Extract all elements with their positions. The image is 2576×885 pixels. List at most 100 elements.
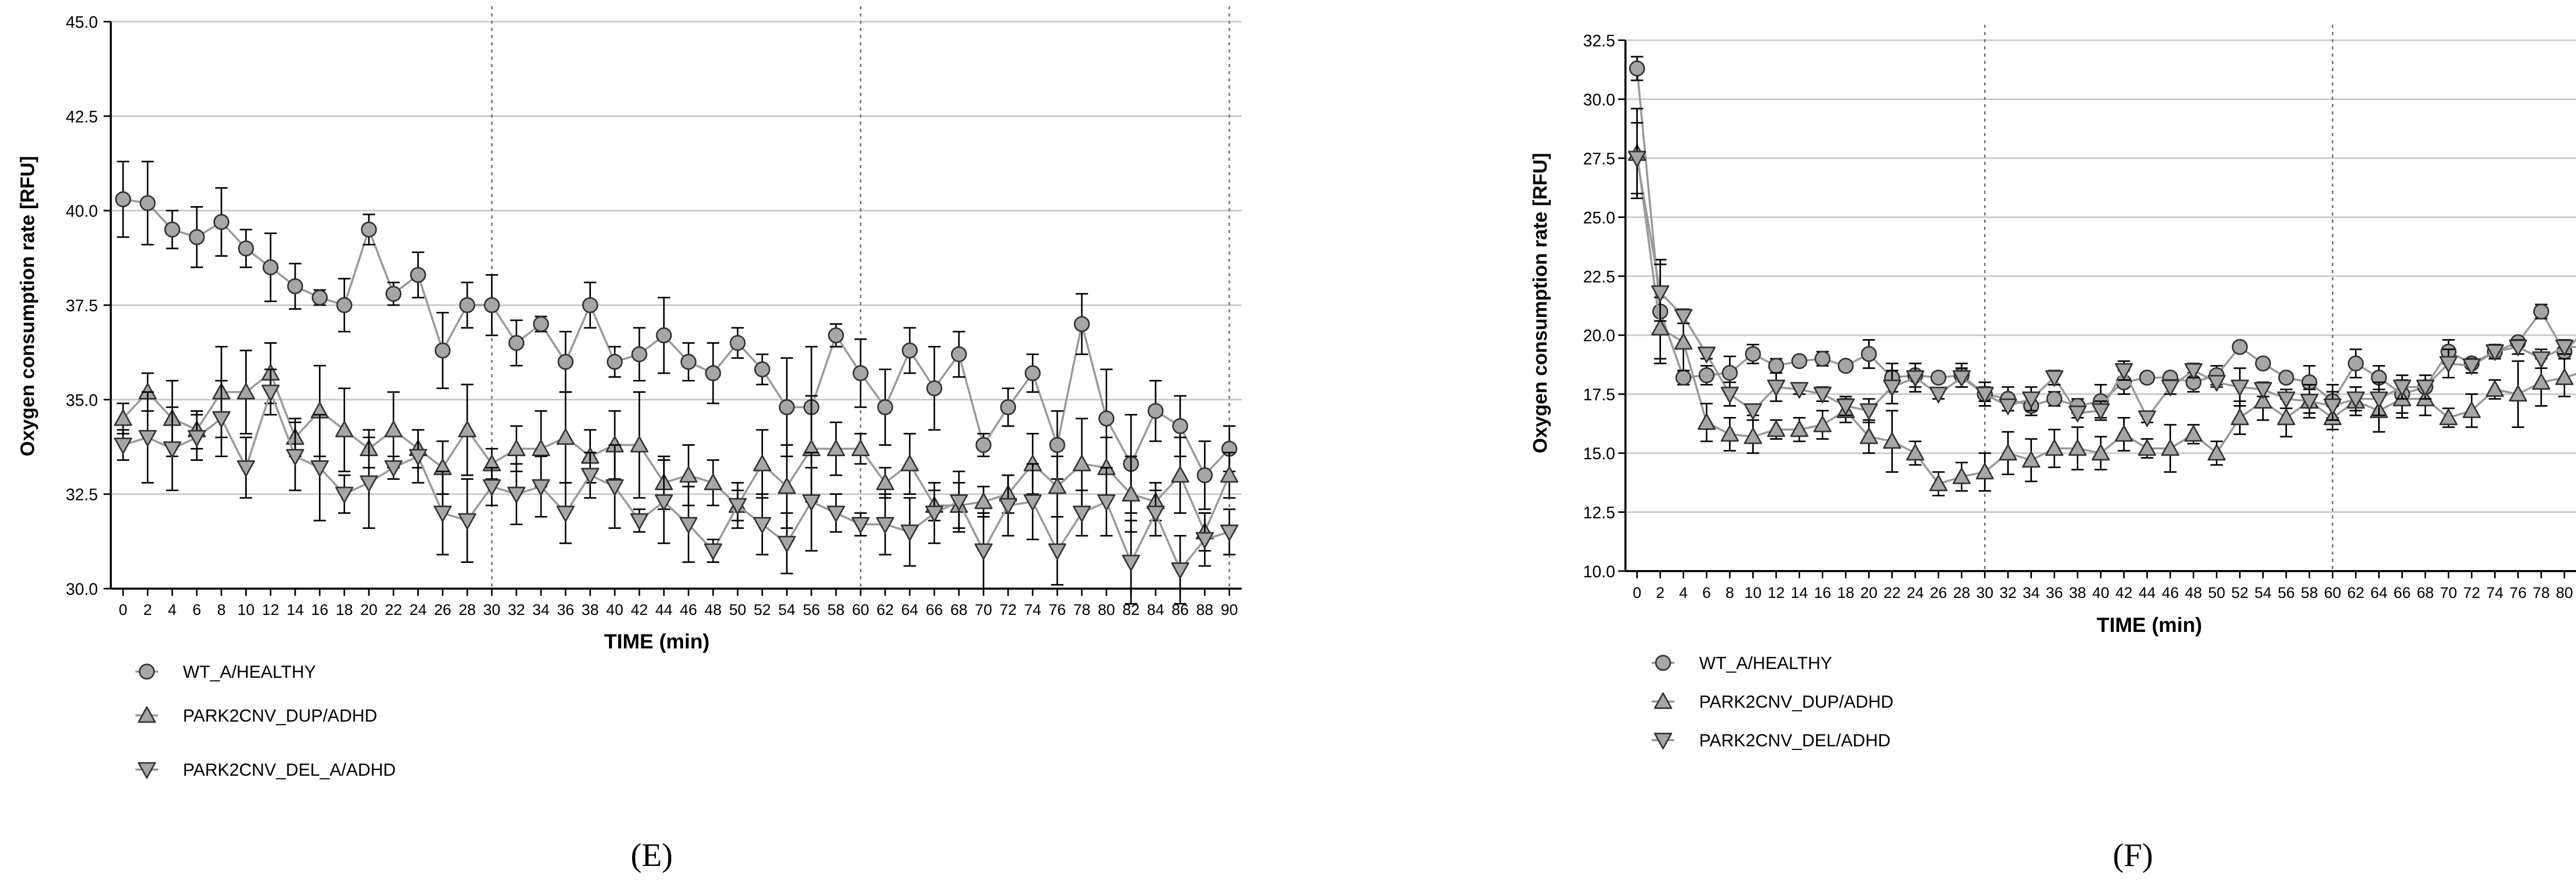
panel-e-point — [533, 316, 549, 332]
panel-f-point — [1859, 403, 1878, 420]
panel-f-point — [2161, 439, 2180, 456]
panel-f-point — [2184, 425, 2203, 442]
panel-f-xtick-label: 26 — [1930, 585, 1947, 602]
panel-f-xtick-label: 20 — [1860, 585, 1877, 602]
panel-f-point — [2509, 339, 2528, 356]
panel-e-point — [630, 513, 649, 530]
panel-f-series-3 — [1628, 122, 2576, 427]
panel-e-point — [385, 286, 402, 302]
panel-f-point — [1952, 467, 1971, 485]
panel-f-point — [1906, 370, 1925, 387]
panel-f-point — [2046, 391, 2062, 407]
panel-e-point — [1196, 467, 1213, 483]
panel-f-legend-marker — [1654, 732, 1672, 749]
panel-e-point — [828, 327, 844, 344]
panel-f-point — [1720, 387, 1739, 404]
panel-e-point — [459, 297, 476, 313]
panel-e-point — [483, 479, 501, 496]
panel-f-ytick-label: 22.5 — [1583, 268, 1615, 286]
panel-f-point — [2138, 410, 2157, 427]
panel-f-xtick-label: 22 — [1884, 585, 1901, 602]
panel-f-point — [2114, 425, 2133, 442]
panel-e-xtick-label: 30 — [483, 602, 500, 619]
panel-e-point — [631, 346, 648, 362]
panel-f-point — [1836, 398, 1855, 415]
panel-f-point — [2439, 408, 2458, 425]
panel-e-ytick-label: 42.5 — [66, 107, 98, 126]
panel-e-point — [384, 460, 403, 477]
panel-e-xtick-label: 0 — [119, 602, 128, 619]
panel-e-legend-label: PARK2CNV_DUP/ADHD — [183, 706, 377, 726]
panel-e-point — [1097, 494, 1116, 511]
panel-e-point — [1195, 532, 1214, 549]
panel-e-point — [655, 494, 673, 511]
panel-e-xtick-label: 14 — [286, 602, 303, 619]
panel-e-point — [802, 494, 821, 511]
panel-f-xtick-label: 78 — [2533, 585, 2550, 602]
panel-e-point — [508, 335, 524, 351]
panel-f-point — [2555, 339, 2574, 356]
panel-f-point — [2555, 369, 2574, 386]
panel-e-point — [778, 399, 795, 415]
panel-e-point — [877, 399, 893, 415]
panel-e-point — [753, 455, 772, 472]
panel-e-point — [1171, 466, 1190, 483]
panel-f-ytick-label: 12.5 — [1583, 504, 1615, 522]
panel-f-point — [2300, 394, 2319, 410]
panel-e-xtick-label: 84 — [1147, 602, 1164, 619]
panel-e-point — [236, 460, 256, 477]
panel-f-point — [1745, 346, 1761, 362]
panel-f-point — [1722, 364, 1738, 381]
panel-e-point — [507, 487, 526, 504]
panel-e-point — [1024, 365, 1041, 381]
panel-f-xtick-label: 46 — [2162, 585, 2179, 602]
panel-e-point — [484, 297, 500, 313]
panel-e-point — [1048, 477, 1066, 494]
panel-e-point — [1048, 543, 1066, 560]
panel-e-legend-marker — [138, 706, 156, 723]
panel-e-xtick-label: 88 — [1196, 602, 1213, 619]
panel-e-point — [876, 516, 894, 533]
panel-e-xtick-label: 46 — [680, 602, 697, 619]
panel-e-point — [656, 327, 672, 344]
panel-e-point — [704, 543, 722, 560]
panel-f-ylabel: Oxygen consumption rate [RFU] — [1530, 153, 1551, 454]
panel-e-legend-marker — [138, 762, 156, 779]
panel-e-point — [507, 440, 526, 457]
panel-e-point — [114, 409, 132, 426]
panel-e-xtick-label: 6 — [193, 602, 201, 619]
panel-e-point — [705, 365, 721, 381]
panel-e-point — [827, 505, 845, 522]
panel-f-point — [1883, 432, 1902, 449]
panel-f-xtick-label: 2 — [1656, 585, 1665, 602]
panel-f-point — [2485, 344, 2504, 361]
panel-e-xtick-label: 72 — [999, 602, 1016, 619]
panel-e-point — [410, 266, 426, 283]
panel-f-legend-label: WT_A/HEALTHY — [1699, 654, 1832, 673]
panel-f-series-line — [1636, 158, 2576, 420]
panel-e-xtick-label: 22 — [385, 602, 402, 619]
panel-f-point — [2532, 351, 2551, 368]
panel-f-point — [1628, 151, 1647, 168]
panel-e-point — [384, 421, 403, 438]
panel-e-point — [851, 516, 870, 533]
panel-f-label: (F) — [2113, 837, 2153, 873]
panel-e-point — [1023, 494, 1042, 511]
panel-f-point — [2533, 303, 2549, 320]
panel-e-xtick-label: 56 — [803, 602, 820, 619]
panel-e-point — [630, 436, 649, 453]
panel-f-point — [2416, 379, 2435, 396]
panel-e-xtick-label: 34 — [532, 602, 549, 619]
panel-f-point — [1767, 379, 1786, 396]
panel-e-xtick-label: 26 — [434, 602, 451, 619]
panel-f-xtick-label: 54 — [2255, 585, 2272, 602]
panel-e-point — [236, 383, 256, 400]
panel-f-xtick-label: 38 — [2069, 585, 2086, 602]
panel-f-xtick-label: 80 — [2556, 585, 2573, 602]
panel-e-xtick-label: 66 — [926, 602, 943, 619]
panel-e-point — [902, 342, 918, 359]
panel-e-point — [827, 440, 845, 457]
panel-f-xtick-label: 68 — [2417, 585, 2434, 602]
panel-e-point — [434, 342, 451, 359]
